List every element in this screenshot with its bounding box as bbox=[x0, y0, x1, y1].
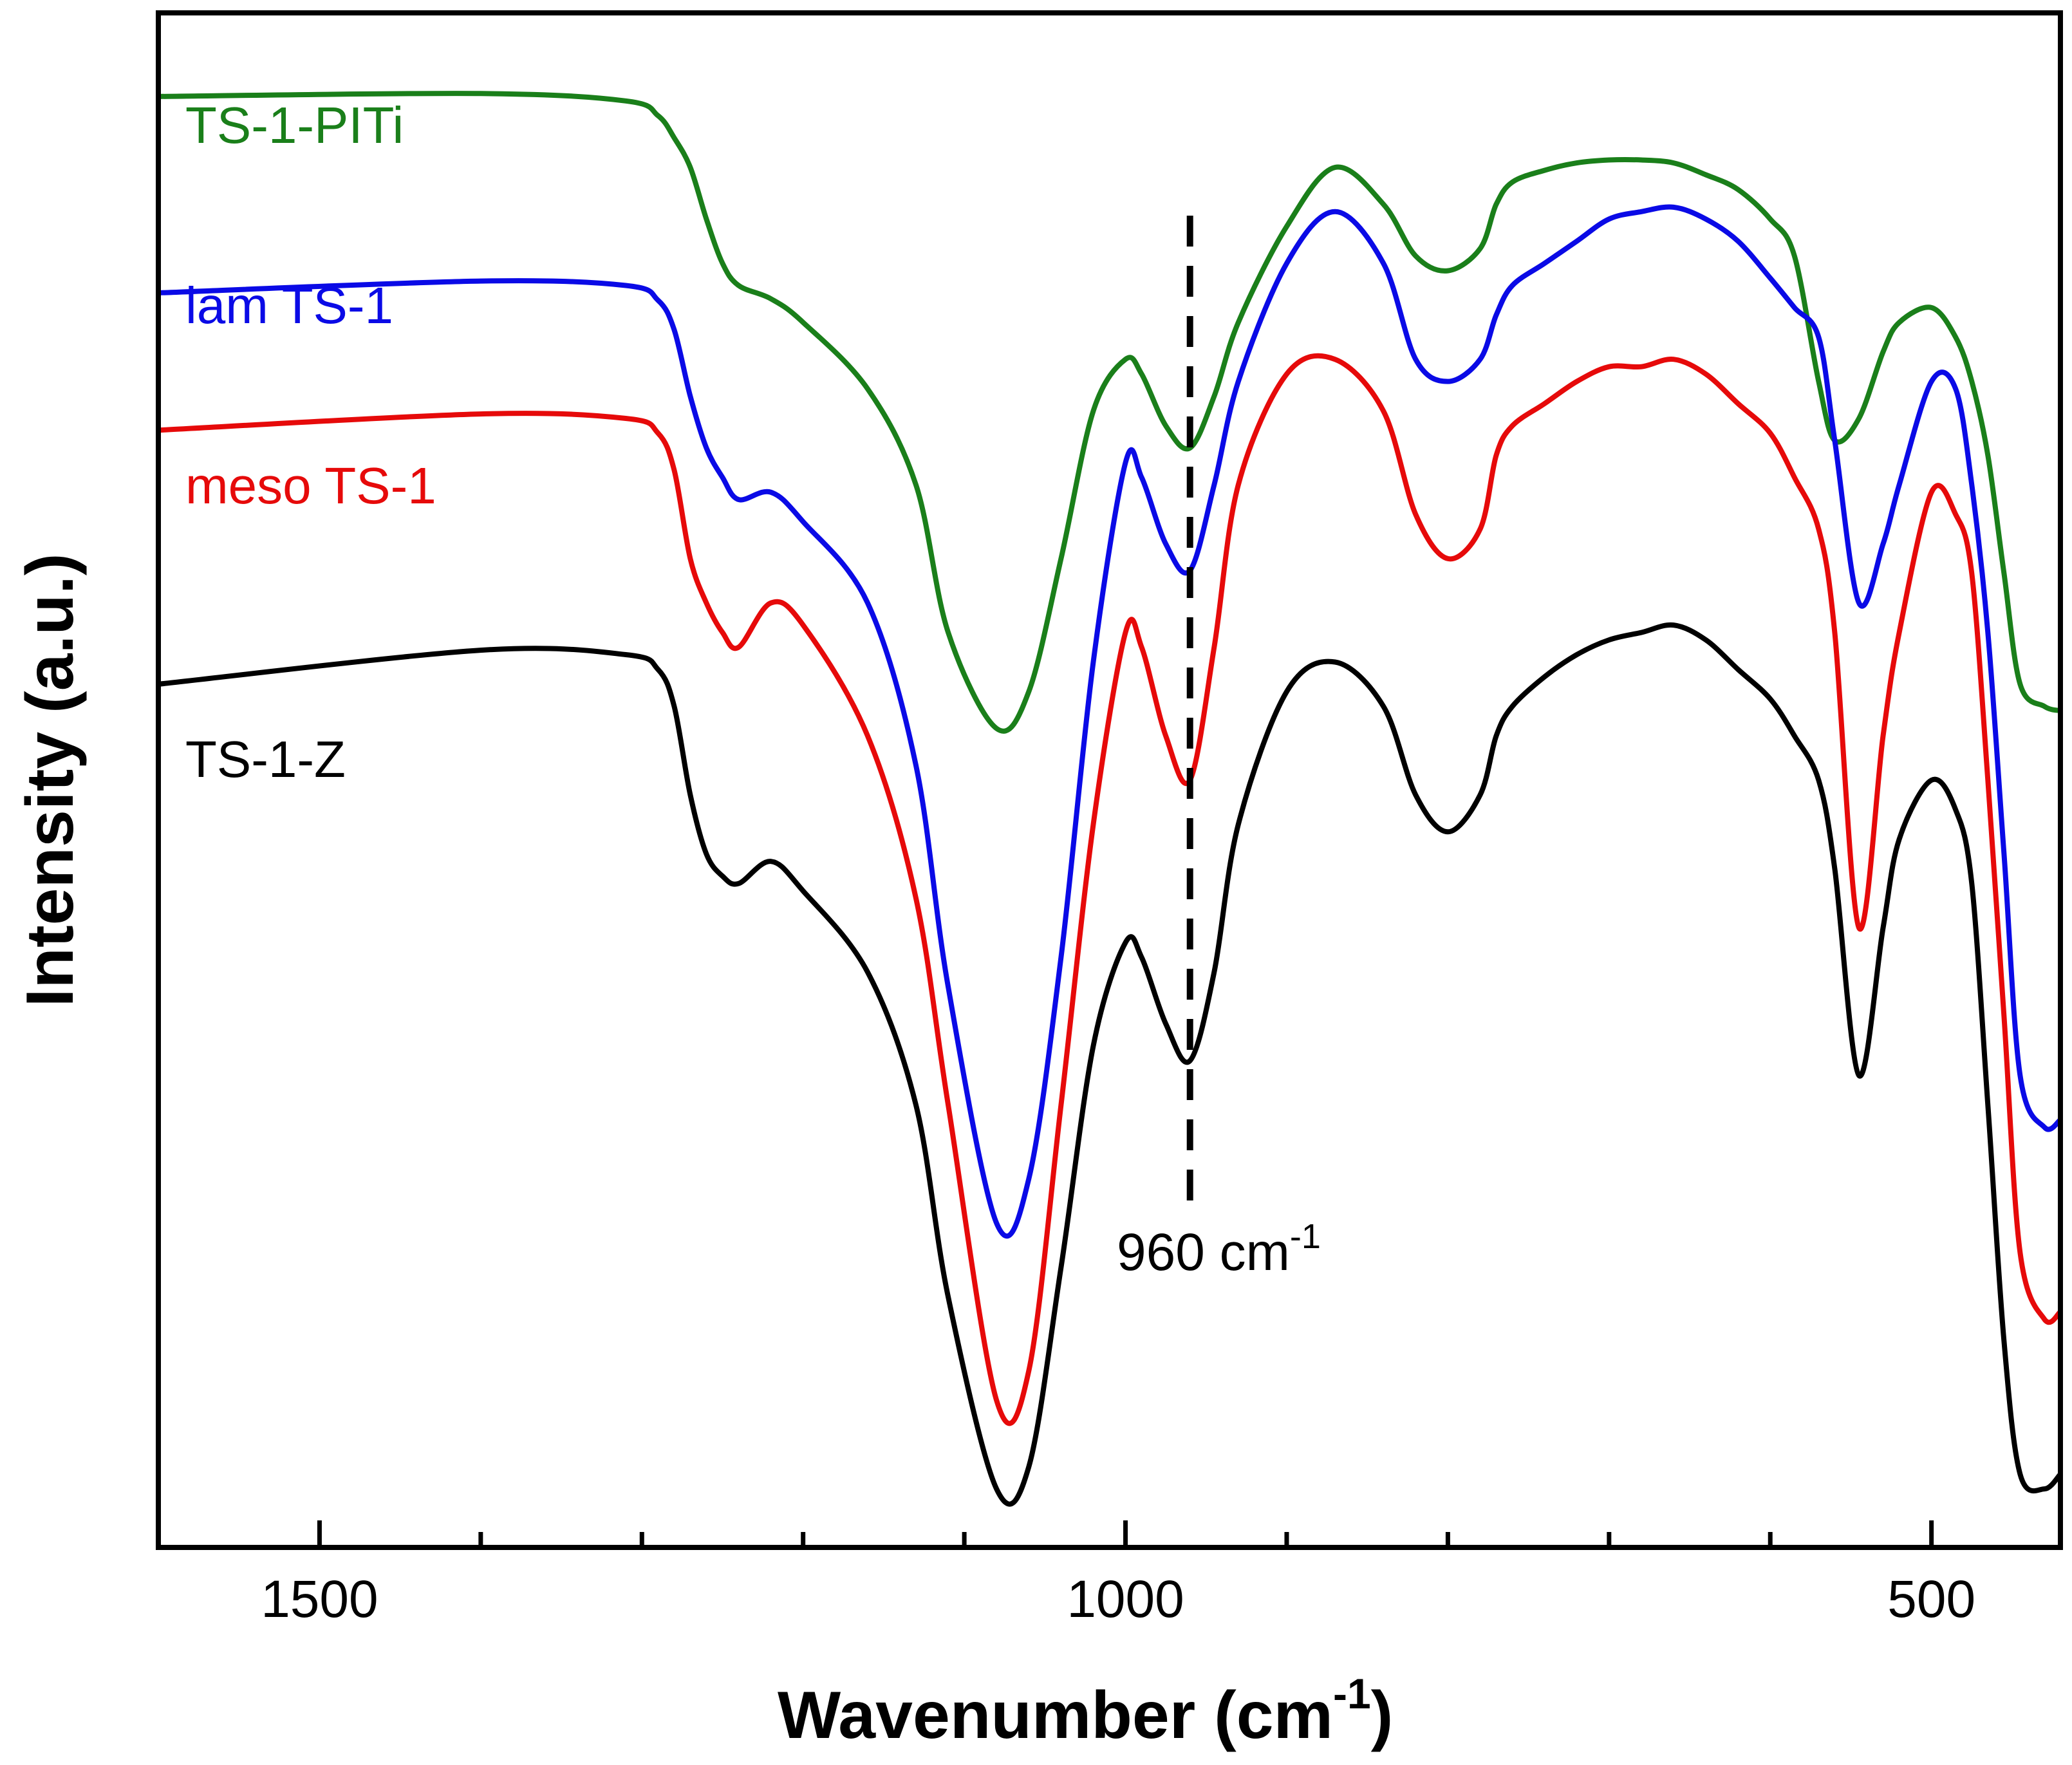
series-line-ts-1-z bbox=[158, 622, 2062, 1507]
x-axis-ticks: 1500 1000 500 bbox=[156, 1520, 1975, 1629]
x-axis-title-text: Wavenumber (cm bbox=[778, 1678, 1333, 1753]
series-label-lam-ts-1: lam TS-1 bbox=[185, 277, 393, 334]
series-line-meso-ts-1 bbox=[158, 353, 2062, 1426]
x-axis-title-end: ) bbox=[1371, 1678, 1394, 1753]
x-tick-label: 1000 bbox=[1067, 1570, 1184, 1629]
plot-frame bbox=[156, 10, 2063, 1550]
x-tick-label: 500 bbox=[1887, 1570, 1975, 1629]
x-axis-title-superscript: -1 bbox=[1333, 1670, 1371, 1717]
series-line-ts-1-piti bbox=[158, 91, 2062, 734]
annotation-960: 960 cm-1 bbox=[1117, 1217, 1321, 1282]
series-label-meso-ts-1: meso TS-1 bbox=[185, 457, 436, 514]
annotation-superscript: -1 bbox=[1290, 1217, 1321, 1256]
x-axis-title: Wavenumber (cm-1) bbox=[778, 1670, 1393, 1753]
x-tick-label: 1500 bbox=[261, 1570, 378, 1629]
annotation-text: 960 cm bbox=[1117, 1223, 1290, 1282]
series-layer bbox=[158, 91, 2062, 1507]
series-label-ts-1-z: TS-1-Z bbox=[185, 731, 346, 788]
series-label-ts-1-piti: TS-1-PITi bbox=[185, 97, 404, 154]
series-line-lam-ts-1 bbox=[158, 204, 2062, 1239]
y-axis-title: Intensity (a.u.) bbox=[13, 554, 88, 1007]
